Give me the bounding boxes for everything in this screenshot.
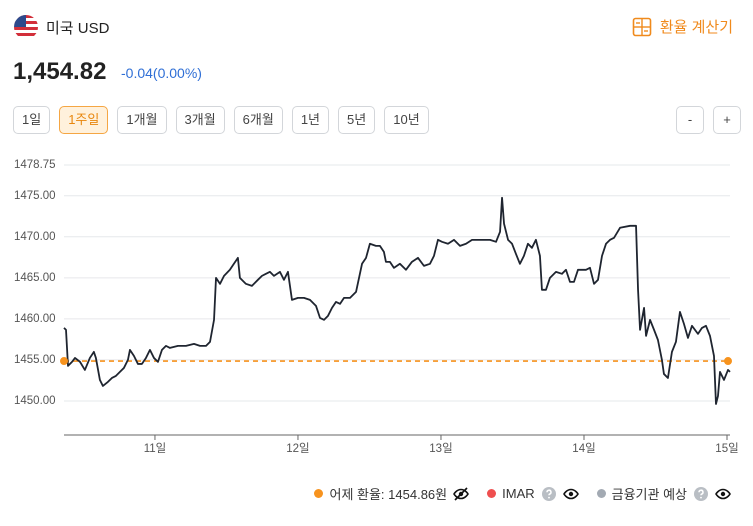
eye-icon[interactable] xyxy=(715,486,731,502)
legend-dot xyxy=(596,489,606,498)
zoom-controls: - + xyxy=(676,106,741,134)
period-button[interactable]: 10년 xyxy=(384,106,429,134)
legend-label: IMAR xyxy=(502,486,535,501)
y-tick-label: 1460.00 xyxy=(14,313,56,325)
y-tick-label: 1450.00 xyxy=(14,395,56,407)
legend-label: 금융기관 예상 xyxy=(611,487,687,502)
y-tick-label: 1470.00 xyxy=(14,231,56,243)
reference-dot xyxy=(724,357,732,366)
flag-icon xyxy=(14,15,38,39)
period-button[interactable]: 3개월 xyxy=(175,106,225,134)
y-tick-label: 1478.75 xyxy=(14,159,56,171)
y-tick-label: 1465.00 xyxy=(14,272,56,284)
period-button[interactable]: 1주일 xyxy=(59,106,109,134)
y-tick-label: 1475.00 xyxy=(14,190,56,202)
y-tick-label: 1455.00 xyxy=(14,354,56,366)
calculator-link[interactable]: 환율 계산기 xyxy=(632,16,733,37)
legend: 어제 환율: 1454.86원 IMAR 금융기관 예상 xyxy=(314,484,731,503)
period-button[interactable]: 1개월 xyxy=(117,106,167,134)
help-icon xyxy=(694,486,708,501)
price-line xyxy=(63,196,731,405)
calculator-label[interactable]: 환율 계산기 xyxy=(659,19,733,36)
hidden-icon[interactable] xyxy=(453,486,470,502)
period-button[interactable]: 1년 xyxy=(291,106,330,134)
legend-item[interactable]: 금융기관 예상 xyxy=(596,484,731,503)
legend-item[interactable]: 어제 환율: 1454.86원 xyxy=(314,484,470,503)
price: 1,454.82 xyxy=(13,58,107,85)
chart: 1450.00 1455.00 1460.00 1465.00 1470.00 1475.… xyxy=(14,159,739,455)
legend-dot xyxy=(487,489,497,498)
x-tick-label: 13일 xyxy=(429,441,452,455)
currency-name: 미국 USD xyxy=(46,20,110,37)
x-tick-label: 12일 xyxy=(286,441,309,455)
calculator-icon xyxy=(632,17,652,36)
legend-label: 어제 환율: 1454.86원 xyxy=(329,487,448,502)
legend-dot xyxy=(314,489,324,498)
x-tick-label: 11일 xyxy=(144,441,167,455)
eye-icon[interactable] xyxy=(562,486,579,502)
x-tick-label: 15일 xyxy=(715,441,738,455)
period-tabs: 1일 1주일 1개월 3개월 6개월 1년 5년 10년 xyxy=(13,106,429,134)
period-button[interactable]: 5년 xyxy=(338,106,376,134)
reference-dot xyxy=(60,357,68,366)
zoom-button[interactable]: + xyxy=(713,106,741,134)
period-button[interactable]: 1일 xyxy=(13,106,51,134)
zoom-button[interactable]: - xyxy=(676,106,704,134)
legend-item[interactable]: IMAR xyxy=(487,486,579,502)
price-change: -0.04(0.00%) xyxy=(121,65,202,81)
x-tick-label: 14일 xyxy=(572,441,595,455)
help-icon xyxy=(541,486,556,501)
period-button[interactable]: 6개월 xyxy=(233,106,283,134)
